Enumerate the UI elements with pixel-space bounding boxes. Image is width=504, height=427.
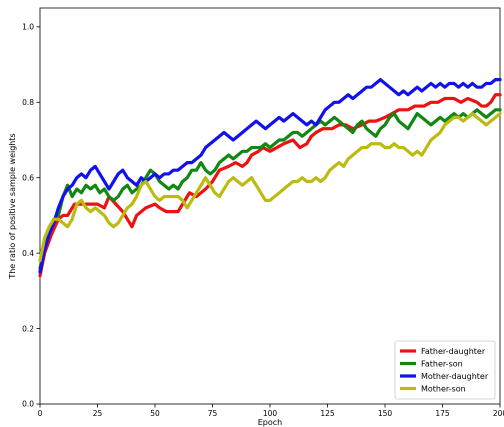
- y-tick-label: 0.4: [22, 249, 34, 258]
- x-tick-label: 150: [378, 409, 393, 418]
- legend-label: Father-daughter: [421, 347, 486, 356]
- y-tick-label: 0.2: [22, 324, 34, 333]
- x-tick-label: 25: [93, 409, 103, 418]
- y-tick-label: 0.0: [22, 400, 34, 409]
- x-tick-label: 200: [493, 409, 504, 418]
- data-lines: [38, 78, 502, 278]
- y-tick-label: 0.6: [22, 173, 34, 182]
- x-tick-label: 175: [435, 409, 450, 418]
- x-tick-label: 75: [208, 409, 218, 418]
- series-line-mother-daughter: [38, 78, 502, 274]
- legend-box: [394, 340, 496, 400]
- x-tick-label: 0: [38, 409, 43, 418]
- y-axis: 0.0 0.2 0.4 0.6 0.8 1.0: [22, 23, 40, 409]
- series-line-father-daughter: [38, 93, 502, 278]
- x-tick-label: 100: [263, 409, 278, 418]
- legend-label: Mother-daughter: [421, 372, 489, 381]
- plot-area: [38, 7, 502, 405]
- legend-label: Father-son: [421, 360, 463, 369]
- x-axis: 0 25 50 75 100 125 150 175 200: [38, 404, 504, 418]
- legend-label: Mother-son: [421, 385, 466, 394]
- x-tick-label: 50: [150, 409, 160, 418]
- legend: Father-daughter Father-son Mother-daughter…: [394, 340, 496, 400]
- x-tick-label: 125: [320, 409, 335, 418]
- series-line-father-son: [38, 108, 502, 270]
- x-axis-label: Epoch: [258, 418, 283, 427]
- series-line-mother-son: [38, 111, 502, 263]
- y-axis-label: The ratio of positive sample weights: [8, 133, 17, 279]
- y-tick-label: 1.0: [22, 23, 34, 32]
- y-tick-label: 0.8: [22, 98, 34, 107]
